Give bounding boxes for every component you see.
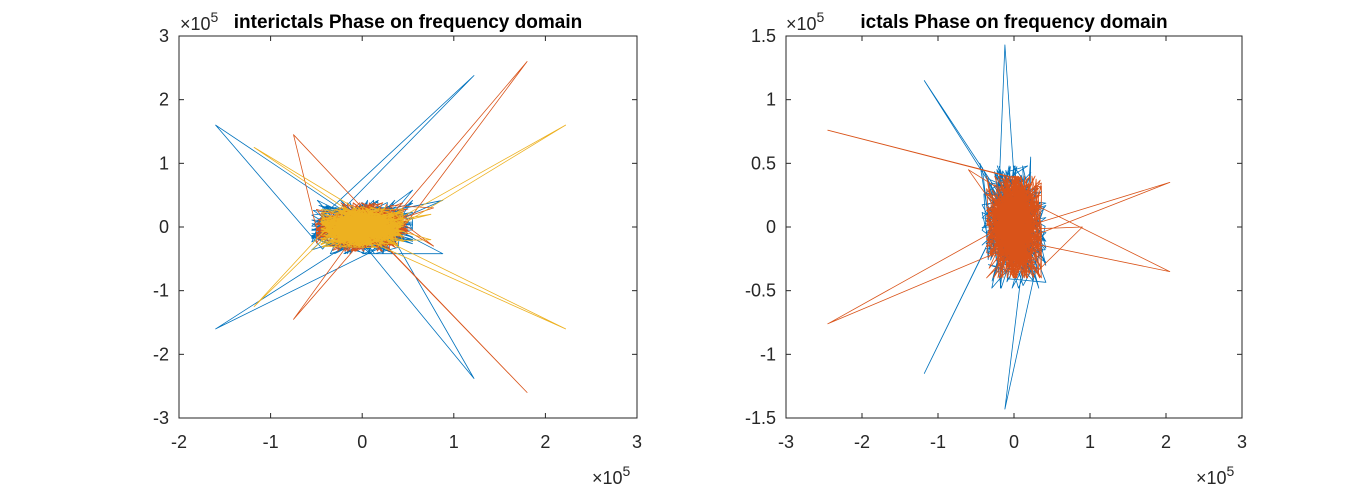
interictals-y-tick-label: -3 [153, 408, 169, 428]
interictals-x-tick-label: 2 [540, 432, 550, 452]
ictals-x-tick-label: -2 [854, 432, 870, 452]
interictals-x-tick-label: 3 [632, 432, 642, 452]
ictals-y-tick-label: -1 [760, 344, 776, 364]
interictals-x-tick-label: 0 [357, 432, 367, 452]
interictals-y-multiplier: ×105 [180, 9, 219, 34]
interictals-x-multiplier: ×105 [592, 463, 631, 487]
ictals-x-tick-label: 1 [1085, 432, 1095, 452]
ictals-y-tick-label: 1 [766, 90, 776, 110]
ictals-series-group [827, 44, 1171, 410]
interictals-y-tick-label: 1 [159, 153, 169, 173]
interictals-x-tick-label: -1 [263, 432, 279, 452]
interictals-y-tick-label: -2 [153, 344, 169, 364]
interictals-y-tick-label: -1 [153, 281, 169, 301]
ictals-x-tick-label: 3 [1237, 432, 1247, 452]
ictals-x-tick-label: -3 [778, 432, 794, 452]
ictals-x-multiplier: ×105 [1196, 463, 1235, 487]
ictals-chart-title: ictals Phase on frequency domain [860, 12, 1167, 33]
interictals-x-tick-label: -2 [171, 432, 187, 452]
ictals-x-tick-label: 2 [1161, 432, 1171, 452]
ictals-y-tick-label: 0 [766, 217, 776, 237]
interictals-series-3-line [253, 124, 566, 330]
ictals-y-multiplier: ×105 [786, 9, 825, 34]
interictals-y-tick-label: 3 [159, 26, 169, 46]
ictals-x-tick-label: -1 [930, 432, 946, 452]
ictals-y-tick-label: 0.5 [751, 153, 776, 173]
ictals-y-tick-label: -0.5 [745, 281, 776, 301]
ictals-ticks: -3 -2 -1 0 1 2 3 -1.5 -1 -0.5 0 0.5 1 1.5 [745, 26, 1247, 452]
ictals-series-2-line [827, 129, 1171, 325]
interictals-x-tick-label: 1 [449, 432, 459, 452]
interictals-chart-title: interictals Phase on frequency domain [234, 12, 582, 33]
chart-ictals: -3 -2 -1 0 1 2 3 -1.5 -1 -0.5 0 0.5 1 1.5 ictals Phas… [745, 9, 1247, 487]
interictals-y-tick-label: 0 [159, 217, 169, 237]
ictals-y-tick-label: 1.5 [751, 26, 776, 46]
ictals-y-tick-label: -1.5 [745, 408, 776, 428]
ictals-x-tick-label: 0 [1009, 432, 1019, 452]
interictals-series-group [215, 61, 566, 393]
interictals-y-tick-label: 2 [159, 90, 169, 110]
